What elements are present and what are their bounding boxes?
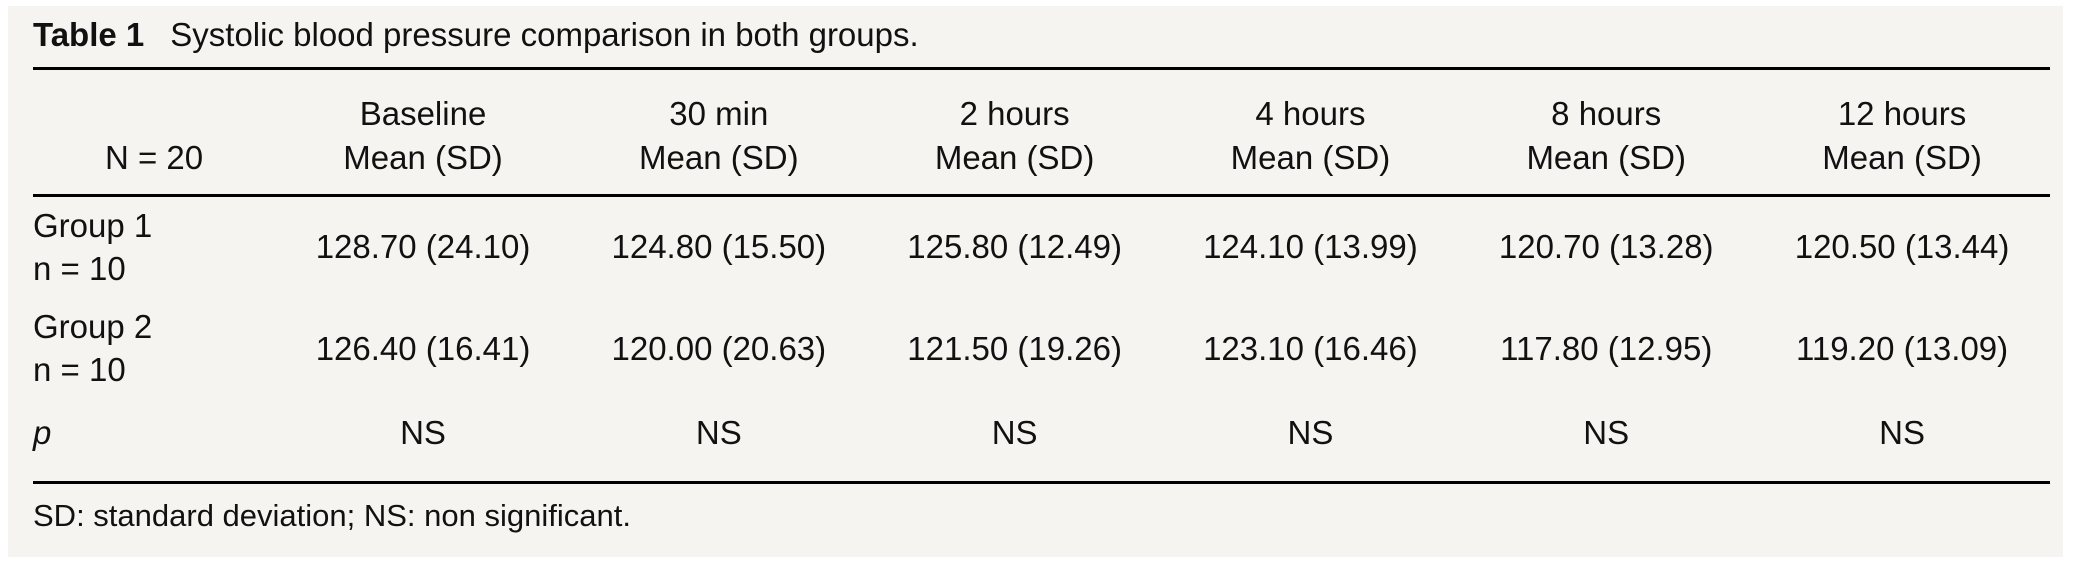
period-label: 8 hours xyxy=(1551,94,1662,132)
data-cell-group2-4hours: 123.10 (16.46) xyxy=(1203,329,1418,367)
p-value-baseline: NS xyxy=(400,414,446,452)
data-cell-group1-baseline: 128.70 (24.10) xyxy=(315,228,531,266)
data-cell-group2-12hours: 119.20 (13.09) xyxy=(1795,329,2009,367)
data-cell-group1-12hours: 120.50 (13.44) xyxy=(1794,228,2010,266)
footnote: SD: standard deviation; NS: non signific… xyxy=(33,498,631,534)
group-n-label: n = 10 xyxy=(33,351,126,389)
stat-label: Mean (SD) xyxy=(1230,139,1391,177)
p-value-4hours: NS xyxy=(1287,414,1334,452)
header-row: N = 20 Baseline Mean (SD) 30 min Mean (S… xyxy=(33,69,2050,197)
table-row-group2: Group 2 n = 10 126.40 (16.41) 120.00 (20… xyxy=(33,298,2050,400)
stat-label: Mean (SD) xyxy=(343,139,503,177)
table-content: Table 1 Systolic blood pressure compariso… xyxy=(33,6,2050,536)
data-cell-group2-30min: 120.00 (20.63) xyxy=(611,329,827,367)
table-row-p-value: p NS NS NS NS NS NS xyxy=(33,400,2050,482)
p-label: p xyxy=(33,414,52,452)
p-value-8hours: NS xyxy=(1583,414,1630,452)
caption-text: Systolic blood pressure comparison in bo… xyxy=(170,16,919,53)
data-cell-group1-30min: 124.80 (15.50) xyxy=(611,228,827,266)
data-cell-group1-4hours: 124.10 (13.99) xyxy=(1203,228,1418,266)
column-header-4hours: 4 hours Mean (SD) xyxy=(1162,69,1459,197)
caption-label: Table 1 xyxy=(33,16,145,53)
column-header-30min: 30 min Mean (SD) xyxy=(570,69,867,197)
table-panel: Table 1 Systolic blood pressure compariso… xyxy=(8,6,2063,557)
period-label: 2 hours xyxy=(959,94,1070,132)
table-row-group1: Group 1 n = 10 128.70 (24.10) 124.80 (15… xyxy=(33,195,2050,298)
period-label: Baseline xyxy=(359,94,487,132)
column-header-baseline: Baseline Mean (SD) xyxy=(275,69,571,197)
data-table: N = 20 Baseline Mean (SD) 30 min Mean (S… xyxy=(33,69,2050,485)
row-label-group1: Group 1 n = 10 xyxy=(33,195,275,298)
column-header-2hours: 2 hours Mean (SD) xyxy=(866,69,1163,197)
row-label-group2: Group 2 n = 10 xyxy=(33,298,275,400)
period-label: 12 hours xyxy=(1837,94,1967,132)
data-cell-group2-8hours: 117.80 (12.95) xyxy=(1500,329,1713,367)
stat-label: Mean (SD) xyxy=(1822,139,1982,177)
column-header-8hours: 8 hours Mean (SD) xyxy=(1458,69,1755,197)
period-label: 30 min xyxy=(669,94,769,132)
stat-label: Mean (SD) xyxy=(1526,139,1686,177)
group-label: Group 2 xyxy=(33,308,153,346)
p-value-30min: NS xyxy=(695,414,742,452)
data-cell-group1-2hours: 125.80 (12.49) xyxy=(907,228,1122,266)
n-total-header: N = 20 xyxy=(33,69,276,197)
column-header-12hours: 12 hours Mean (SD) xyxy=(1754,69,2050,197)
stat-label: Mean (SD) xyxy=(934,139,1095,177)
table-caption: Table 1 Systolic blood pressure compariso… xyxy=(33,6,2050,70)
period-label: 4 hours xyxy=(1255,94,1366,132)
group-label: Group 1 xyxy=(33,206,153,244)
group-n-label: n = 10 xyxy=(33,249,126,287)
stat-label: Mean (SD) xyxy=(639,139,799,177)
data-cell-group2-baseline: 126.40 (16.41) xyxy=(315,329,531,367)
p-value-12hours: NS xyxy=(1879,414,1925,452)
data-cell-group2-2hours: 121.50 (19.26) xyxy=(907,329,1122,367)
p-value-2hours: NS xyxy=(991,414,1038,452)
data-cell-group1-8hours: 120.70 (13.28) xyxy=(1498,228,1714,266)
